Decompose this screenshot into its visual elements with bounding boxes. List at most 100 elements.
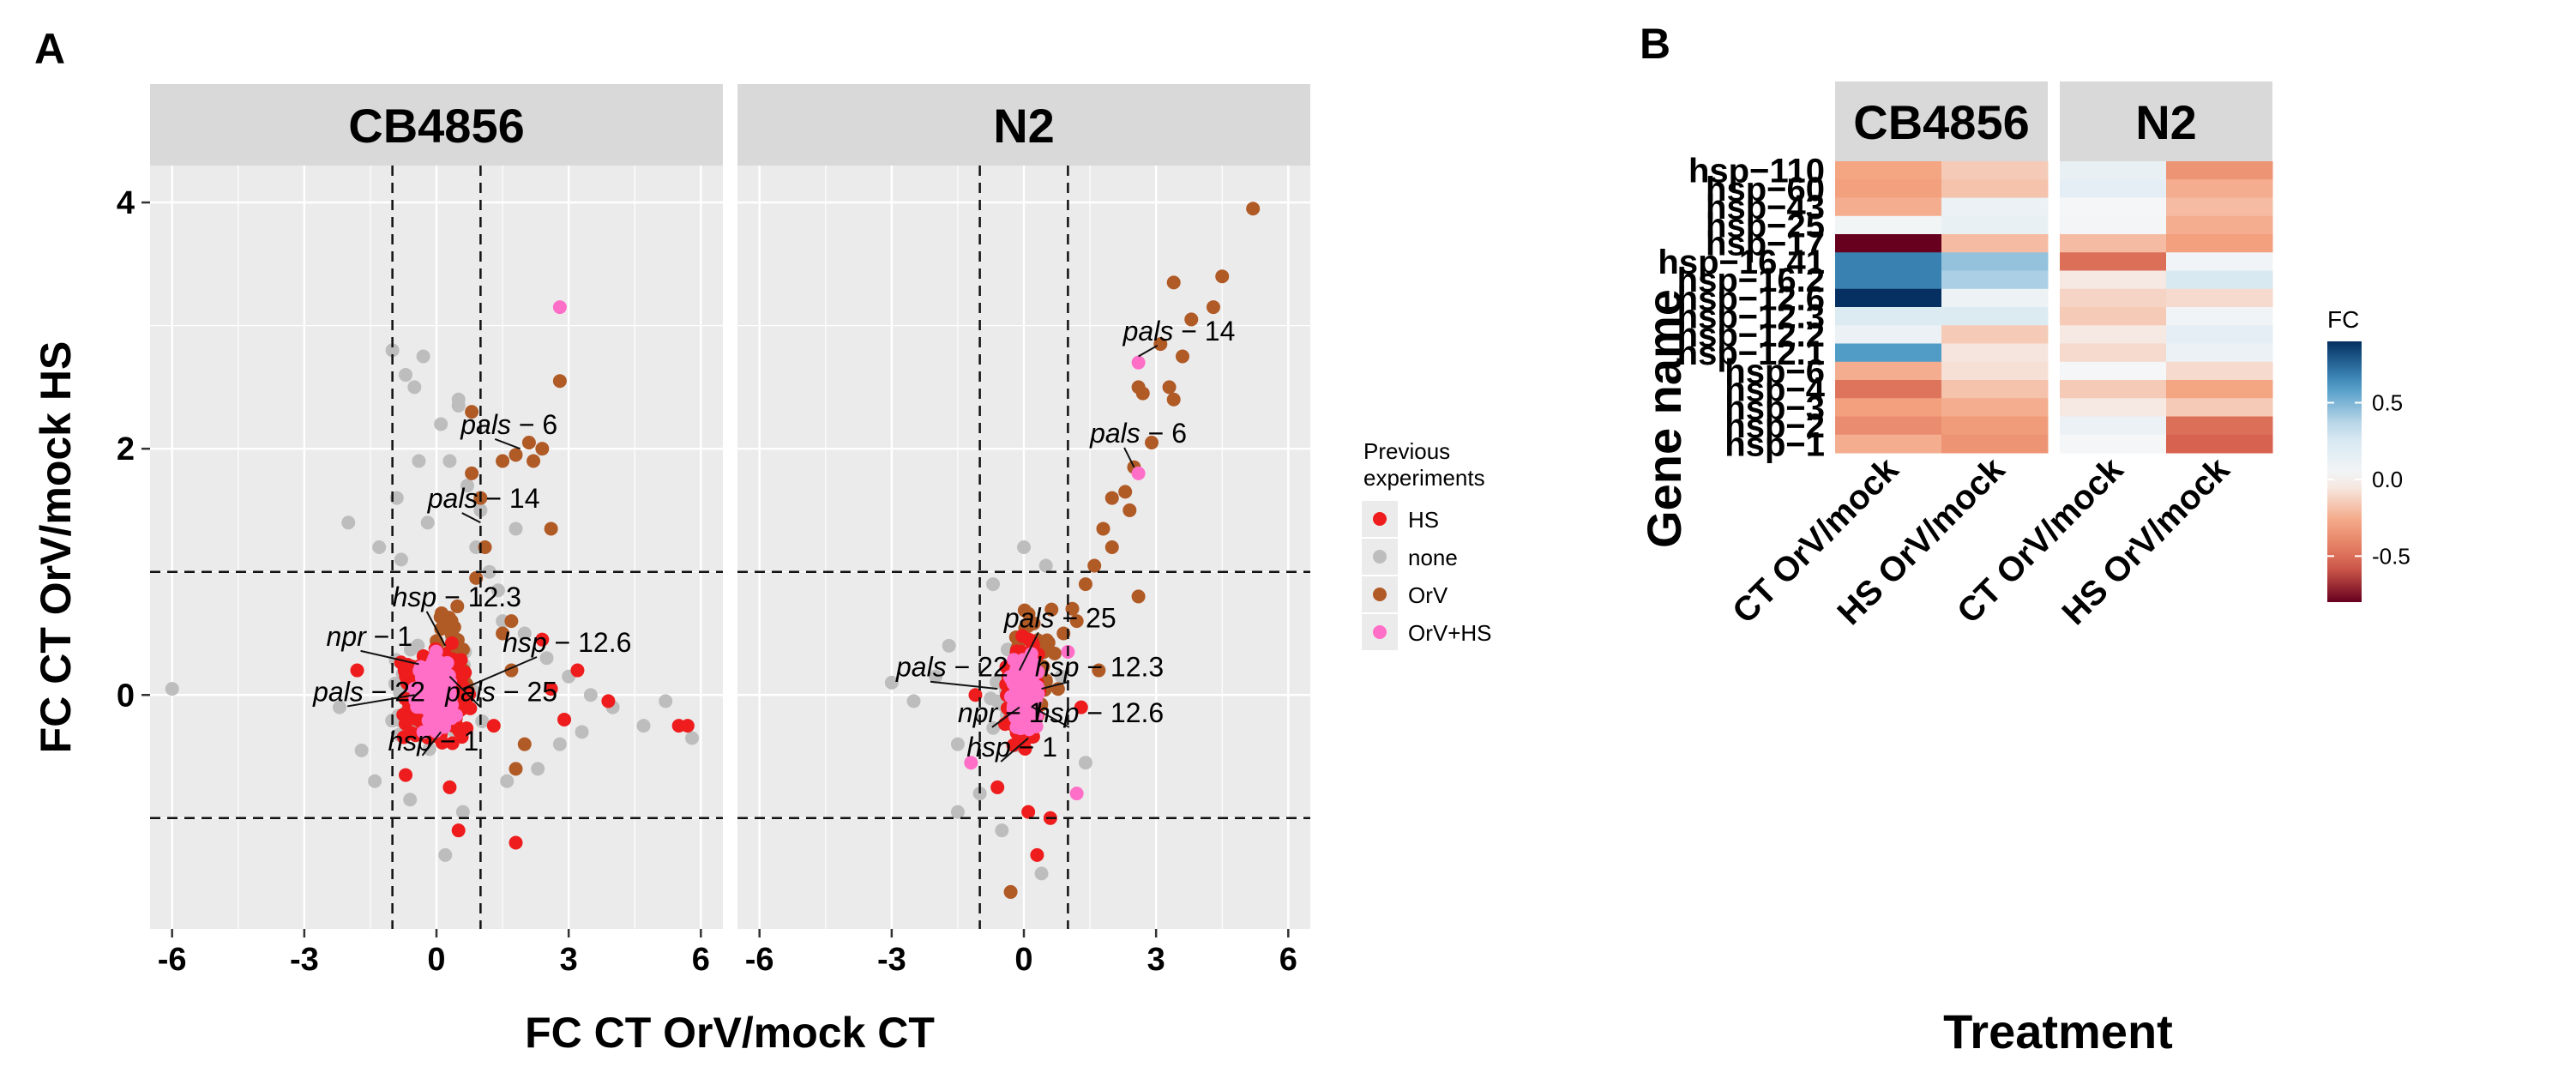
x-tick-label: 3	[560, 942, 578, 978]
point-orv-hs	[1131, 355, 1146, 370]
gene-label-suffix: − 14	[1173, 316, 1235, 347]
heatmap-cell	[2060, 288, 2167, 308]
heatmap-cell	[1835, 234, 1942, 253]
gene-label: pals − 22	[312, 676, 425, 707]
point-orv	[1092, 663, 1106, 678]
heatmap-cell	[2166, 361, 2273, 381]
gene-label-suffix: − 12.3	[436, 582, 521, 612]
point-none	[552, 737, 567, 751]
facet-strip-n2-label: N2	[993, 99, 1055, 153]
heatmap-row-label: hsp−12.3	[1677, 298, 1825, 336]
gene-label-leader	[1000, 737, 1029, 763]
heatmap-cell	[1835, 270, 1942, 290]
scatter-gridlines	[150, 166, 1310, 929]
facet-strip-cb4856-label: CB4856	[348, 99, 524, 153]
x-tick-label: -6	[745, 942, 774, 978]
point-orv	[496, 626, 510, 641]
heatmap-cell	[1941, 343, 2049, 363]
y-tick-label: 2	[117, 431, 135, 467]
point-none	[442, 454, 457, 468]
gene-label-name: pals	[1003, 602, 1055, 633]
gene-label-leader	[346, 694, 415, 708]
point-hs	[601, 694, 616, 708]
heatmap-row-label: hsp−12.1	[1677, 335, 1825, 372]
legend-dot-orv-hs	[1373, 625, 1387, 639]
heatmap-panel: CB4856 N2 hsp−110hsp−60hsp−43hsp−25hsp−1…	[1637, 81, 2410, 1058]
gene-label-suffix: − 25	[496, 676, 557, 707]
point-orv	[1118, 485, 1133, 499]
legend-item-none: none	[1362, 539, 1458, 575]
point-hs	[451, 823, 466, 838]
gene-label: hsp − 12.3	[1035, 652, 1164, 683]
heatmap-cell	[1835, 398, 1942, 417]
colorbar-tick-label: 0.5	[2372, 390, 2403, 416]
point-none	[517, 626, 532, 641]
heatmap-cell	[2060, 270, 2167, 290]
point-orv	[1047, 646, 1062, 660]
heatmap-cell	[2166, 416, 2273, 436]
facet-strip-n2	[737, 84, 1310, 166]
heatmap-strip-cb4856-label: CB4856	[1853, 95, 2029, 149]
heatmap-cell	[1941, 215, 2049, 235]
point-orv	[1184, 312, 1199, 327]
point-orv	[509, 762, 523, 776]
point-orv	[1166, 275, 1181, 290]
point-none	[659, 694, 673, 708]
heatmap-cells	[1835, 161, 2273, 454]
scatter-y-axis-title: FC CT OrV/mock HS	[32, 341, 80, 754]
point-orv	[1131, 589, 1146, 604]
point-none	[411, 638, 425, 653]
legend-label-orv-hs: OrV+HS	[1408, 620, 1492, 646]
gene-label-suffix: − 12.6	[1079, 697, 1164, 728]
heatmap-cell	[2166, 252, 2273, 271]
point-none	[399, 368, 413, 383]
heatmap-row-label: hsp−2	[1724, 407, 1825, 445]
heatmap-cell	[1835, 288, 1942, 308]
point-orv	[1021, 606, 1036, 621]
point-none	[1017, 540, 1031, 554]
gene-label-leader	[1018, 631, 1039, 671]
heatmap-row-labels: hsp−110hsp−60hsp−43hsp−25hsp−17hsp−16.41…	[1658, 153, 1825, 464]
gene-label: hsp − 1	[966, 732, 1057, 763]
gene-label-name: pals	[460, 409, 511, 440]
gene-label: hsp − 12.3	[393, 582, 521, 612]
gene-label: pals − 25	[444, 676, 557, 707]
legend-item-orv: OrV	[1362, 576, 1448, 612]
point-orv-hs	[1131, 466, 1146, 480]
gene-label: pals − 6	[1089, 418, 1187, 449]
point-orv	[1122, 503, 1137, 517]
point-none	[531, 762, 545, 776]
point-none	[1038, 558, 1053, 573]
point-orv-hs	[407, 681, 422, 696]
point-orv	[1078, 577, 1092, 592]
gene-label-suffix: − 12.3	[1079, 652, 1164, 683]
heatmap-cell	[2060, 252, 2167, 271]
point-none	[416, 349, 430, 364]
point-orv-hs	[429, 705, 443, 720]
heatmap-cell	[2166, 434, 2273, 454]
heatmap-cell	[1941, 416, 2049, 436]
heatmap-cell	[1835, 179, 1942, 198]
x-tick-label: 6	[1279, 942, 1297, 978]
gene-label-leader	[448, 676, 480, 708]
heatmap-row-label: hsp−12.6	[1677, 280, 1825, 317]
point-none	[422, 742, 436, 757]
point-none	[475, 714, 490, 728]
point-orv	[527, 454, 541, 468]
heatmap-cell	[1941, 361, 2049, 381]
heatmap-cell	[2166, 179, 2273, 198]
point-hs	[1015, 629, 1030, 643]
point-none	[575, 725, 589, 739]
point-hs	[990, 780, 1005, 794]
heatmap-cell	[2166, 380, 2273, 399]
gene-label-name: hsp	[388, 726, 432, 757]
point-none	[685, 731, 700, 745]
point-orv	[521, 435, 536, 449]
point-orv	[1044, 602, 1059, 617]
point-none	[491, 583, 505, 598]
heatmap-cell	[1835, 380, 1942, 399]
point-none	[354, 743, 369, 757]
point-hs	[444, 636, 459, 650]
